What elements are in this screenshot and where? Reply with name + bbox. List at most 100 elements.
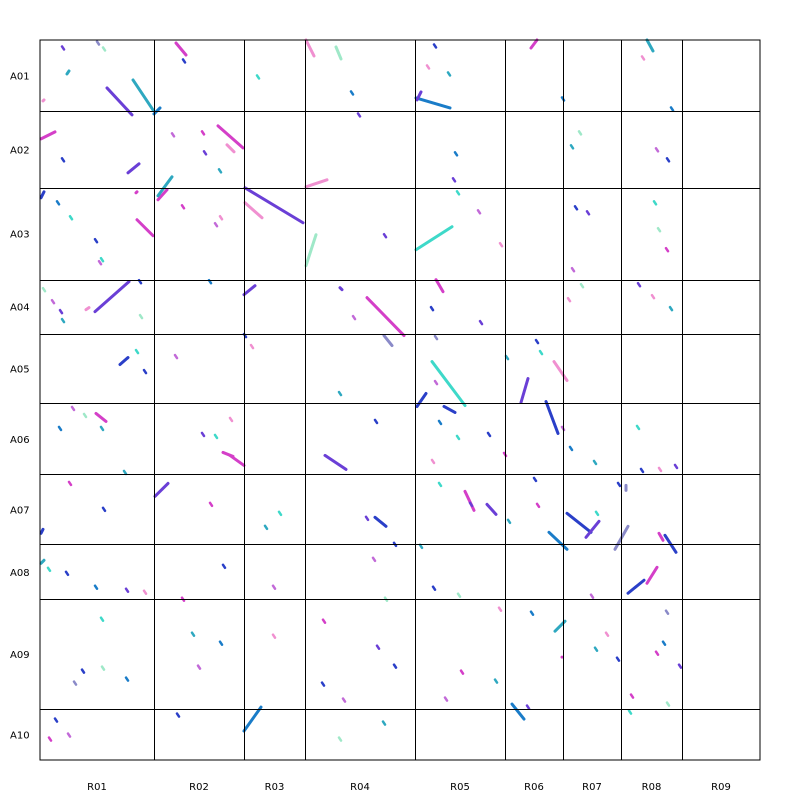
- alignment-dot-104: [456, 592, 462, 598]
- alignment-dot-139: [656, 226, 662, 233]
- alignment-dot-36: [47, 736, 53, 742]
- alignment-dot-16: [142, 368, 148, 375]
- alignment-segment-10: [84, 306, 91, 312]
- alignment-segment-28: [334, 45, 343, 61]
- alignment-dot-77: [392, 663, 398, 669]
- alignment-segment-23: [153, 481, 170, 498]
- alignment-dot-151: [677, 663, 683, 669]
- alignment-dot-89: [498, 241, 504, 248]
- alignment-dot-69: [373, 418, 379, 425]
- alignment-dot-27: [99, 616, 105, 622]
- alignment-dot-28: [124, 587, 130, 593]
- alignment-dot-105: [497, 606, 503, 612]
- alignment-dot-15: [134, 348, 140, 355]
- alignment-segment-62: [645, 38, 655, 53]
- alignment-dot-128: [589, 593, 595, 599]
- alignment-dot-135: [669, 106, 675, 112]
- alignment-segment-3: [105, 86, 134, 117]
- alignment-dot-91: [433, 334, 439, 341]
- alignment-dot-88: [476, 209, 482, 215]
- alignment-dot-0: [60, 45, 66, 51]
- alignment-dot-85: [453, 151, 459, 157]
- alignment-dot-47: [213, 433, 219, 440]
- alignment-dot-4: [55, 200, 61, 206]
- alignment-dot-38: [170, 132, 176, 138]
- alignment-segment-48: [510, 702, 526, 721]
- alignment-dot-66: [382, 232, 388, 239]
- alignment-dot-46: [173, 353, 179, 360]
- alignment-dot-6: [93, 237, 99, 244]
- alignment-dot-18: [70, 405, 76, 412]
- alignment-segment-25: [243, 186, 305, 225]
- alignment-dot-87: [455, 190, 461, 196]
- alignment-dot-1: [95, 40, 101, 46]
- alignment-segment-40: [434, 278, 445, 294]
- alignment-segment-0: [131, 78, 155, 112]
- alignment-dot-116: [570, 266, 576, 273]
- alignment-segment-18: [174, 41, 188, 57]
- alignment-dot-63: [271, 633, 277, 639]
- alignment-dot-113: [577, 130, 583, 136]
- alignment-segment-60: [657, 531, 665, 542]
- alignment-dot-31: [80, 668, 86, 674]
- alignment-dot-50: [208, 501, 214, 508]
- alignment-dot-130: [604, 631, 610, 637]
- alignment-dot-92: [478, 319, 484, 326]
- block-grid: [39, 39, 761, 761]
- alignment-dot-136: [654, 147, 660, 153]
- alignment-dot-30: [72, 680, 78, 686]
- alignment-segment-43: [442, 404, 457, 414]
- alignment-segment-49: [529, 38, 539, 50]
- alignment-dot-57: [255, 74, 261, 80]
- alignment-dot-43: [213, 221, 219, 228]
- alignment-segment-27: [242, 705, 263, 733]
- alignment-segment-22: [228, 453, 246, 467]
- alignment-dot-8: [99, 256, 105, 263]
- alignment-dot-49: [228, 416, 234, 423]
- alignment-dot-82: [432, 43, 438, 49]
- y-block-label-a07: A07: [10, 505, 30, 516]
- alignment-segment-55: [584, 519, 601, 539]
- alignment-dot-34: [53, 717, 59, 723]
- alignment-dot-119: [534, 338, 540, 345]
- alignment-segment-24: [243, 201, 264, 220]
- alignment-segment-38: [415, 90, 423, 102]
- alignment-dot-24: [46, 566, 52, 573]
- alignment-dot-60: [277, 510, 283, 517]
- alignment-segment-8: [135, 218, 155, 238]
- alignment-dot-99: [430, 458, 436, 465]
- alignment-dot-79: [341, 697, 347, 703]
- alignment-dot-44: [218, 215, 224, 221]
- alignment-dot-62: [271, 584, 277, 590]
- alignment-dot-35: [66, 732, 72, 738]
- x-block-label-r09: R09: [711, 782, 731, 793]
- alignment-dot-133: [627, 709, 633, 715]
- alignment-dot-61: [263, 524, 269, 531]
- alignment-dot-148: [664, 609, 670, 615]
- alignment-dot-64: [349, 90, 355, 96]
- alignment-dot-51: [221, 563, 227, 570]
- alignment-dot-141: [636, 281, 642, 288]
- alignment-dot-37: [181, 58, 187, 64]
- alignment-segment-34: [382, 334, 394, 348]
- alignment-dot-2: [101, 46, 107, 52]
- alignment-dot-39: [200, 130, 206, 136]
- alignment-dot-152: [665, 701, 671, 707]
- alignment-dot-142: [650, 293, 656, 300]
- alignment-dot-112: [569, 144, 575, 150]
- alignment-dot-150: [654, 650, 660, 656]
- alignment-dot-124: [532, 476, 538, 483]
- alignment-dot-72: [418, 543, 424, 550]
- alignment-dot-144: [635, 424, 641, 431]
- alignment-dot-126: [594, 510, 600, 517]
- alignment-dot-22: [101, 506, 107, 513]
- alignment-segment-14: [39, 527, 45, 535]
- alignment-dot-117: [579, 282, 585, 289]
- alignment-segment-46: [519, 377, 530, 404]
- y-block-label-a01: A01: [10, 71, 30, 82]
- alignment-dot-33: [124, 676, 130, 682]
- alignment-segment-19: [225, 143, 236, 154]
- alignment-segment-42: [430, 360, 467, 407]
- alignment-dot-96: [455, 434, 461, 441]
